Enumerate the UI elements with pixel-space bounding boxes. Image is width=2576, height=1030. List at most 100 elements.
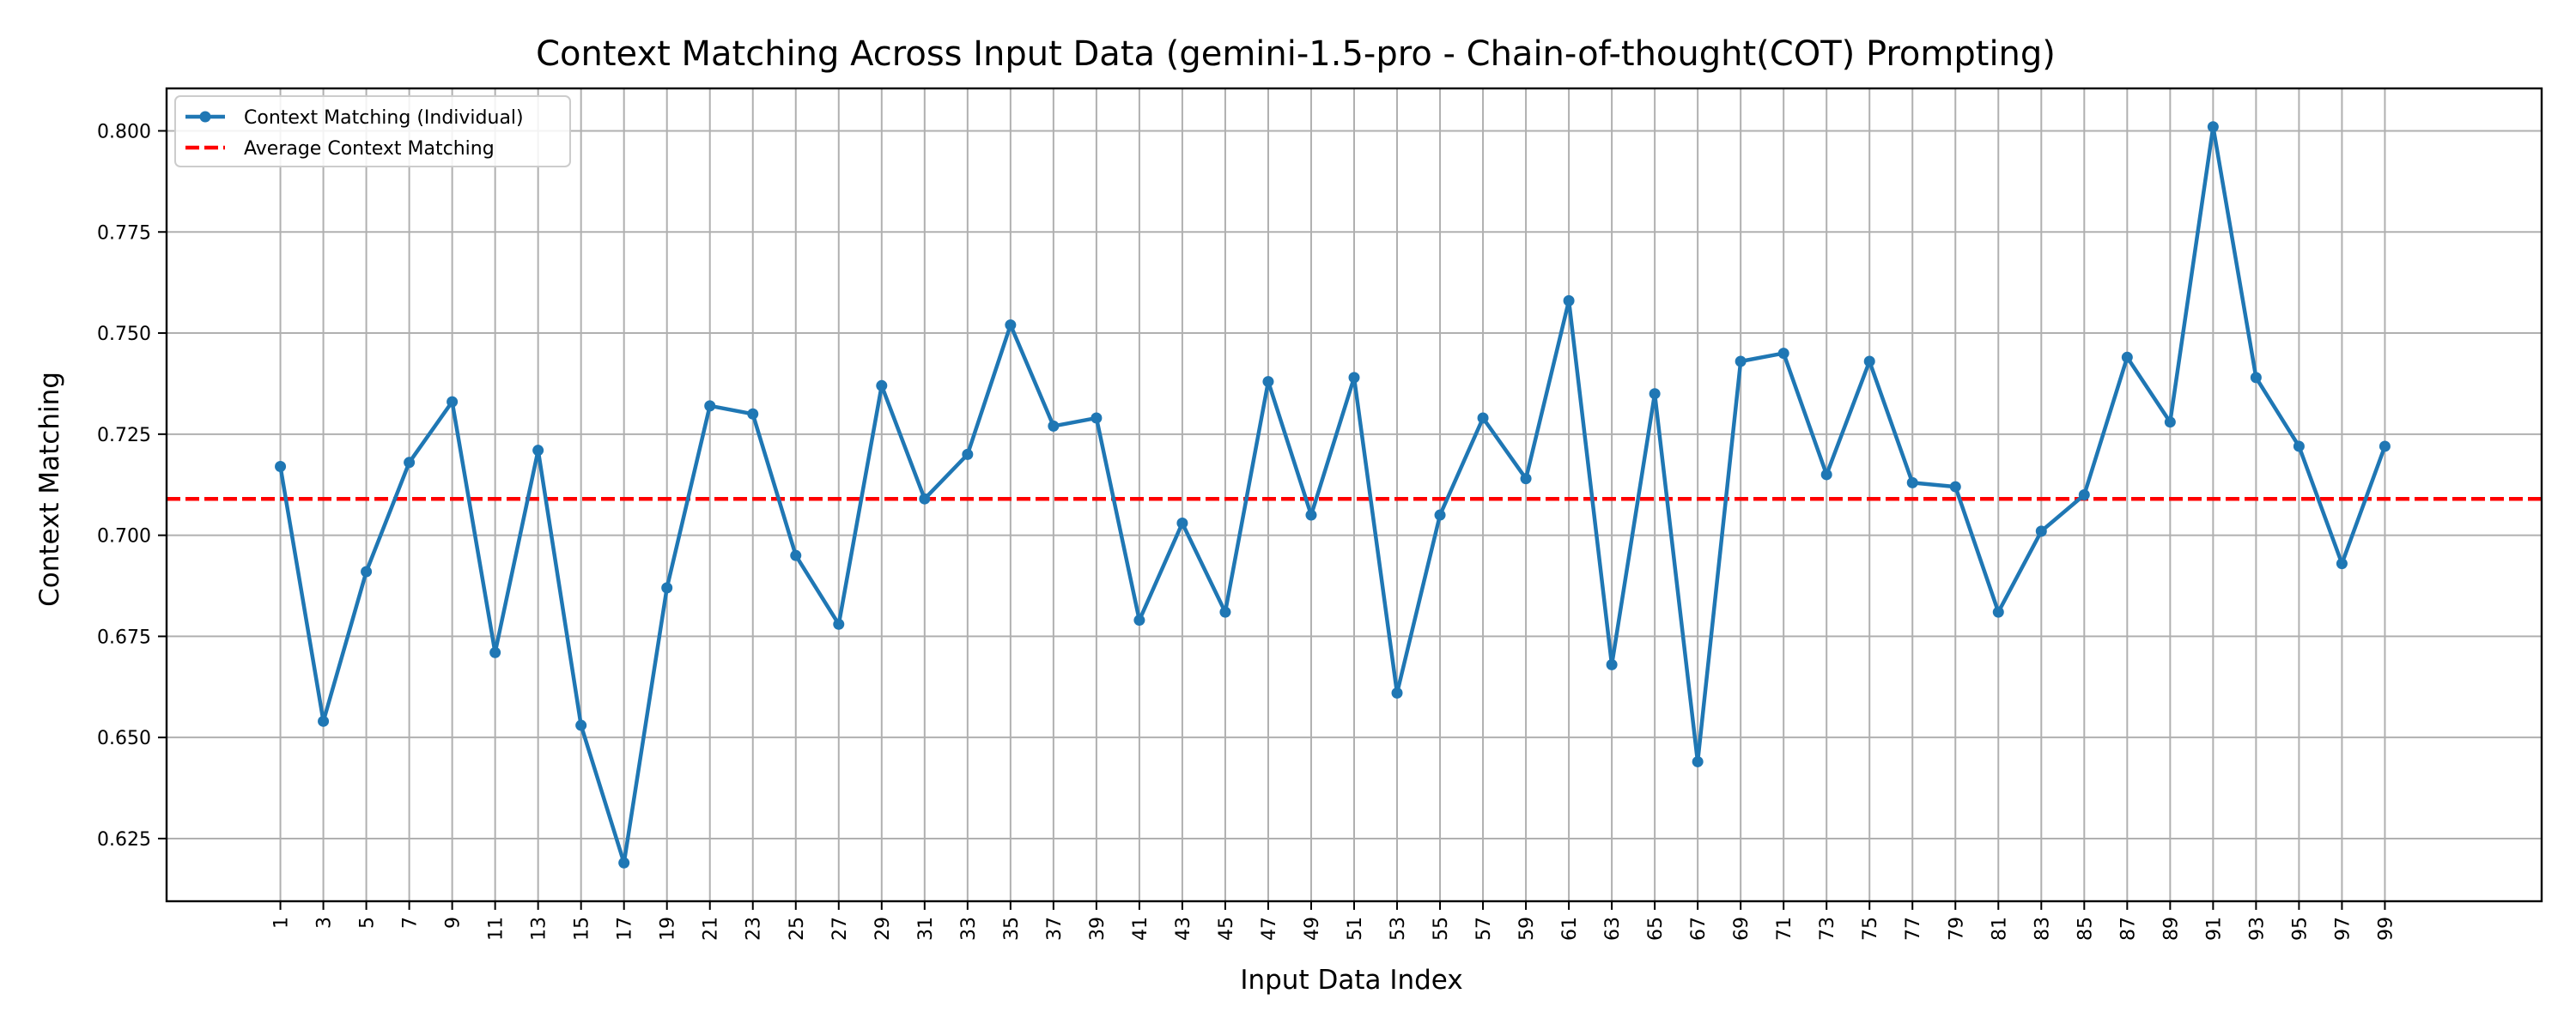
x-tick-label: 91 bbox=[2203, 917, 2225, 941]
x-tick-label: 61 bbox=[1559, 917, 1581, 941]
x-tick-label: 11 bbox=[486, 917, 507, 941]
data-point bbox=[532, 445, 544, 457]
x-tick-label: 69 bbox=[1731, 917, 1753, 941]
x-tick-label: 79 bbox=[1946, 917, 1967, 941]
x-tick-label: 37 bbox=[1044, 917, 1066, 941]
x-tick-label: 25 bbox=[787, 917, 808, 941]
x-tick-label: 1 bbox=[271, 917, 293, 929]
data-point bbox=[447, 396, 459, 408]
y-tick-label: 0.675 bbox=[97, 627, 151, 648]
y-tick-label: 0.800 bbox=[97, 121, 151, 142]
data-point bbox=[1735, 355, 1747, 367]
x-tick-label: 65 bbox=[1645, 917, 1667, 941]
x-tick-label: 45 bbox=[1216, 917, 1237, 941]
data-point bbox=[275, 461, 287, 473]
data-point bbox=[2293, 440, 2305, 452]
data-point bbox=[1992, 606, 2004, 618]
legend-label-individual: Context Matching (Individual) bbox=[244, 107, 524, 129]
x-tick-label: 67 bbox=[1688, 917, 1710, 941]
y-axis-label: Context Matching bbox=[34, 372, 65, 607]
x-tick-label: 47 bbox=[1259, 917, 1280, 941]
data-point bbox=[876, 379, 888, 391]
x-tick-label: 99 bbox=[2375, 917, 2397, 941]
data-point bbox=[1176, 517, 1188, 529]
x-tick-label: 95 bbox=[2289, 917, 2311, 941]
data-point bbox=[2078, 489, 2090, 500]
data-point bbox=[1820, 469, 1832, 481]
data-point bbox=[618, 857, 630, 869]
x-tick-label: 9 bbox=[443, 917, 465, 929]
data-point bbox=[2379, 440, 2391, 452]
data-point bbox=[2164, 416, 2176, 428]
data-point bbox=[2250, 372, 2262, 384]
data-point bbox=[404, 457, 416, 469]
x-tick-label: 13 bbox=[529, 917, 550, 941]
x-tick-label: 39 bbox=[1087, 917, 1109, 941]
x-tick-label: 35 bbox=[1001, 917, 1023, 941]
data-point bbox=[1906, 476, 1918, 488]
x-tick-label: 75 bbox=[1860, 917, 1881, 941]
data-point bbox=[575, 719, 587, 731]
x-tick-label: 59 bbox=[1516, 917, 1538, 941]
data-point bbox=[704, 400, 716, 412]
data-point bbox=[1649, 388, 1661, 400]
x-tick-label: 17 bbox=[615, 917, 636, 941]
data-point bbox=[1520, 473, 1532, 485]
data-point bbox=[1606, 658, 1618, 670]
x-tick-label: 49 bbox=[1302, 917, 1323, 941]
data-point bbox=[1262, 376, 1274, 388]
y-tick-label: 0.625 bbox=[97, 829, 151, 851]
data-point bbox=[1005, 319, 1017, 331]
x-tick-label: 97 bbox=[2332, 917, 2354, 941]
chart-title: Context Matching Across Input Data (gemi… bbox=[536, 34, 2056, 74]
data-point bbox=[2207, 121, 2219, 133]
y-tick-label: 0.650 bbox=[97, 728, 151, 749]
x-tick-label: 43 bbox=[1173, 917, 1194, 941]
x-tick-label: 21 bbox=[701, 917, 722, 941]
x-tick-label: 55 bbox=[1431, 917, 1452, 941]
data-point bbox=[919, 493, 931, 505]
x-tick-label: 85 bbox=[2075, 917, 2096, 941]
data-point bbox=[2121, 351, 2133, 363]
data-point bbox=[1434, 509, 1446, 521]
x-tick-label: 7 bbox=[400, 917, 422, 929]
x-tick-label: 3 bbox=[314, 917, 336, 929]
x-tick-label: 29 bbox=[872, 917, 894, 941]
data-point bbox=[1777, 348, 1789, 360]
x-tick-label: 83 bbox=[2032, 917, 2053, 941]
data-point bbox=[2336, 558, 2348, 570]
y-tick-label: 0.775 bbox=[97, 222, 151, 244]
x-tick-label: 87 bbox=[2117, 917, 2139, 941]
data-point bbox=[790, 549, 802, 561]
data-point bbox=[1219, 606, 1231, 618]
x-tick-label: 41 bbox=[1130, 917, 1151, 941]
data-point bbox=[661, 582, 673, 594]
legend-label-average: Average Context Matching bbox=[244, 138, 495, 160]
data-point bbox=[962, 448, 974, 460]
x-axis-label: Input Data Index bbox=[1240, 965, 1462, 996]
x-tick-label: 27 bbox=[829, 917, 851, 941]
x-tick-label: 57 bbox=[1473, 917, 1495, 941]
x-axis-ticks: 1 3 5 7 9 11 13 15 17 19 21 23 25 27 29 31 33 35 37 39 41 43 4… bbox=[271, 901, 2397, 941]
x-tick-label: 33 bbox=[958, 917, 980, 941]
x-tick-label: 31 bbox=[915, 917, 937, 941]
data-point bbox=[2035, 525, 2047, 537]
x-tick-label: 23 bbox=[744, 917, 765, 941]
y-axis-ticks: 0.625 0.650 0.675 0.700 0.725 0.750 0.775 0.800 bbox=[97, 121, 167, 851]
data-point bbox=[1477, 412, 1489, 424]
data-point bbox=[489, 646, 501, 658]
x-tick-label: 81 bbox=[1989, 917, 2010, 941]
data-point bbox=[833, 618, 845, 630]
legend: Context Matching (Individual) Average Co… bbox=[174, 95, 571, 167]
data-point bbox=[747, 408, 759, 420]
series-layer bbox=[275, 121, 2391, 869]
x-tick-label: 89 bbox=[2160, 917, 2182, 941]
data-point bbox=[1133, 615, 1145, 627]
x-tick-label: 15 bbox=[572, 917, 593, 941]
x-tick-label: 5 bbox=[357, 917, 379, 929]
x-tick-label: 63 bbox=[1602, 917, 1624, 941]
x-tick-label: 53 bbox=[1388, 917, 1409, 941]
x-tick-label: 93 bbox=[2246, 917, 2268, 941]
y-tick-label: 0.725 bbox=[97, 425, 151, 446]
data-point bbox=[1563, 294, 1575, 306]
